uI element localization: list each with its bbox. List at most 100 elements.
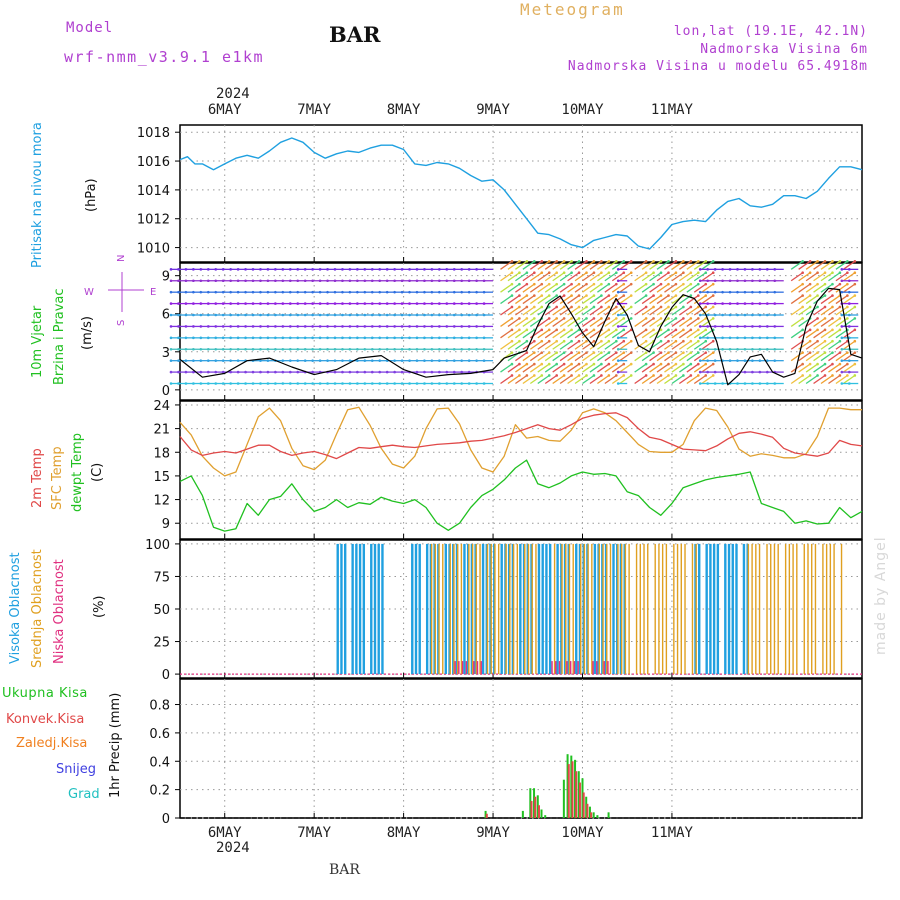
cloud-bar [531,543,533,675]
wind-arrow [805,272,818,282]
precip-bar [570,755,573,818]
wind-arrow [701,352,714,362]
wind-arrowhead [659,271,663,275]
cloud-bar [583,543,586,675]
wind-arrowhead [743,325,747,328]
wind-arrowhead [460,336,463,340]
wind-arrowhead [333,347,337,351]
precip-bar [574,759,577,818]
wind-arrow [582,329,595,339]
wind-arrowhead [711,305,715,309]
wind-arrowhead [259,370,262,374]
wind-arrow [500,295,513,305]
wind-arrowhead [206,268,210,271]
wind-arrowhead [445,268,449,271]
wind-arrowhead [393,382,396,385]
wind-arrowhead [467,279,471,283]
wind-arrowhead [326,382,329,385]
wind-arrow [835,363,848,373]
wind-arrowhead [838,271,842,275]
wind-arrowhead [840,290,844,294]
wind-arrowhead [697,362,700,366]
wind-arrow [693,352,707,362]
wind-arrowhead [475,325,478,328]
wind-arrowhead [592,271,596,275]
cloud-bar [695,543,697,675]
wind-arrowhead [751,268,754,271]
wind-arrowhead [667,317,670,320]
wind-arrowhead [585,271,588,275]
wind-arrow [589,306,602,316]
cloud-bar [598,543,600,675]
wind-arrowhead [192,370,195,374]
wind-arrowhead [721,336,724,340]
wind-arrow [552,283,565,293]
wind-arrow [582,340,595,350]
day-label-bottom: 7MAY [297,825,331,841]
wind-arrowhead [326,347,329,351]
wind-arrowhead [585,305,588,309]
wind-arrowhead [341,313,344,317]
wind-arrow [552,295,565,305]
wind-arrowhead [438,279,441,283]
wind-arrowhead [816,351,819,354]
wind-arrowhead [652,294,655,297]
wind-arrowhead [853,294,857,297]
wind-arrowhead [533,374,536,377]
wind-arrow [805,306,818,316]
wind-arrowhead [540,328,544,332]
wind-arrowhead [743,290,747,294]
cloud-bar [438,543,440,675]
wind-arrowhead [400,290,404,294]
wind-arrowhead [460,313,463,317]
wind-arrowhead [177,302,180,305]
wind-arrowhead [341,347,344,351]
wind-arrowhead [659,339,663,343]
wind-arrowhead [721,290,724,294]
wind-arrowhead [475,347,478,351]
wind-arrowhead [698,302,702,305]
wind-arrow [686,340,699,350]
wind-arrowhead [615,339,618,343]
wind-arrow [790,260,804,270]
wind-arrow [798,317,811,327]
wind-arrowhead [363,290,367,294]
wind-arrowhead [333,268,337,271]
wind-arrowhead [831,351,834,354]
wind-arrowhead [214,382,218,385]
wind-arrowhead [765,325,769,328]
wind-arrowhead [370,268,374,271]
wind-arrowhead [711,260,715,263]
wind-arrow [582,295,595,305]
wind-arrow [649,306,662,316]
wind-arrowhead [713,347,717,351]
wind-arrow [701,283,714,293]
wind-arrowhead [847,313,851,317]
wind-arrowhead [751,336,754,340]
wind-arrowhead [169,279,173,283]
wind-arrowhead [423,370,426,374]
cloud-bar [773,543,776,675]
wind-arrow [813,363,826,373]
wind-arrowhead [348,336,352,340]
wind-arrow [559,340,572,350]
wind-arrowhead [296,325,300,328]
wind-arrowhead [713,302,717,305]
wind-arrowhead [540,374,544,377]
wind-arrow [522,352,535,362]
wind-arrowhead [667,351,670,354]
precip-bar [582,792,585,818]
wind-arrowhead [577,294,581,297]
tick-label-y: 0.4 [149,755,170,770]
wind-arrowhead [475,336,478,340]
wind-arrowhead [629,271,633,275]
sfc-temp-line [179,406,862,477]
wind-arrowhead [438,336,441,340]
wind-arrow [664,329,677,339]
wind-arrowhead [728,325,732,328]
wind-arrow [544,363,558,373]
wind-arrowhead [199,347,203,351]
tick-label-y: 18 [153,446,170,461]
wind-arrowhead [356,325,359,328]
wind-arrow [634,363,647,373]
